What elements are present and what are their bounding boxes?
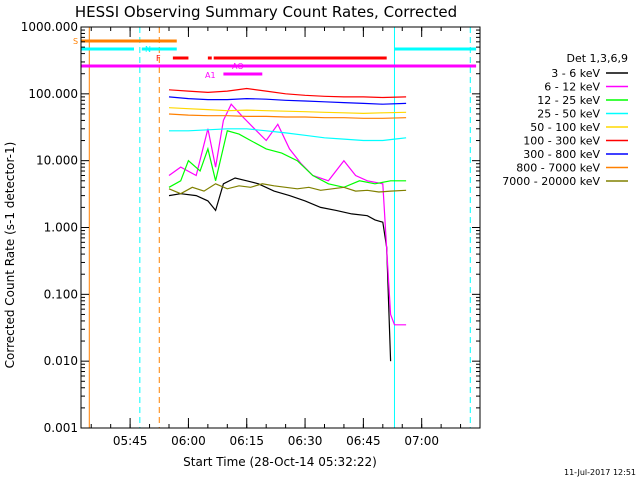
legend-label-8: 7000 - 20000 keV — [502, 175, 600, 188]
series-line-2 — [168, 130, 407, 188]
x-axis-label: Start Time (28-Oct-14 05:32:22) — [183, 455, 377, 469]
y-tick-label-6: 1000.000 — [21, 20, 78, 34]
plot-frame — [80, 26, 481, 429]
y-axis-label: Corrected Count Rate (s-1 detector-1) — [3, 142, 17, 369]
series-line-8 — [168, 183, 407, 195]
legend-label-1: 6 - 12 keV — [544, 81, 600, 94]
y-tick-label-0: 0.001 — [44, 421, 78, 435]
legend-label-7: 800 - 7000 keV — [516, 162, 600, 175]
series-line-7 — [168, 113, 407, 119]
flag-label-1: N — [145, 45, 151, 54]
legend-label-3: 25 - 50 keV — [537, 108, 600, 121]
x-tick-label-4: 06:45 — [346, 434, 381, 448]
flag-label-2: F — [156, 54, 161, 63]
series-line-1 — [168, 103, 407, 326]
flag-label-5: A1 — [205, 71, 216, 80]
x-tick-label-3: 06:30 — [288, 434, 323, 448]
y-tick-label-1: 0.010 — [44, 354, 78, 368]
flag-label-4: AO — [232, 62, 244, 71]
legend-label-2: 12 - 25 keV — [537, 94, 600, 107]
series-line-3 — [169, 128, 407, 142]
y-tick-label-4: 10.000 — [36, 154, 78, 168]
flag-label-0: S — [73, 37, 78, 46]
series-line-5 — [168, 87, 407, 99]
legend-label-6: 300 - 800 keV — [523, 148, 600, 161]
footer-timestamp: 11-Jul-2017 12:51 — [564, 468, 636, 477]
legend-label-0: 3 - 6 keV — [551, 67, 600, 80]
x-tick-label-0: 05:45 — [113, 434, 148, 448]
x-tick-label-1: 06:00 — [171, 434, 206, 448]
legend-label-5: 100 - 300 keV — [523, 135, 600, 148]
series-line-0 — [168, 177, 392, 362]
y-tick-label-2: 0.100 — [44, 287, 78, 301]
x-tick-label-5: 07:00 — [404, 434, 439, 448]
y-tick-label-3: 1.000 — [44, 221, 78, 235]
y-axis-label-group: Corrected Count Rate (s-1 detector-1) — [3, 142, 17, 369]
series-line-6 — [168, 96, 407, 105]
plot-area: S NF AO A1 — [73, 27, 477, 428]
legend-label-4: 50 - 100 keV — [530, 121, 600, 134]
x-tick-label-2: 06:15 — [229, 434, 264, 448]
axes: 0.001 0.010 0.100 1.000 10.000 100.000 1000.00… — [21, 20, 481, 448]
chart-title: HESSI Observing Summary Count Rates, Cor… — [75, 3, 457, 21]
legend-title: Det 1,3,6,9 — [566, 52, 628, 65]
y-tick-label-5: 100.000 — [28, 87, 78, 101]
series-line-4 — [168, 107, 407, 115]
